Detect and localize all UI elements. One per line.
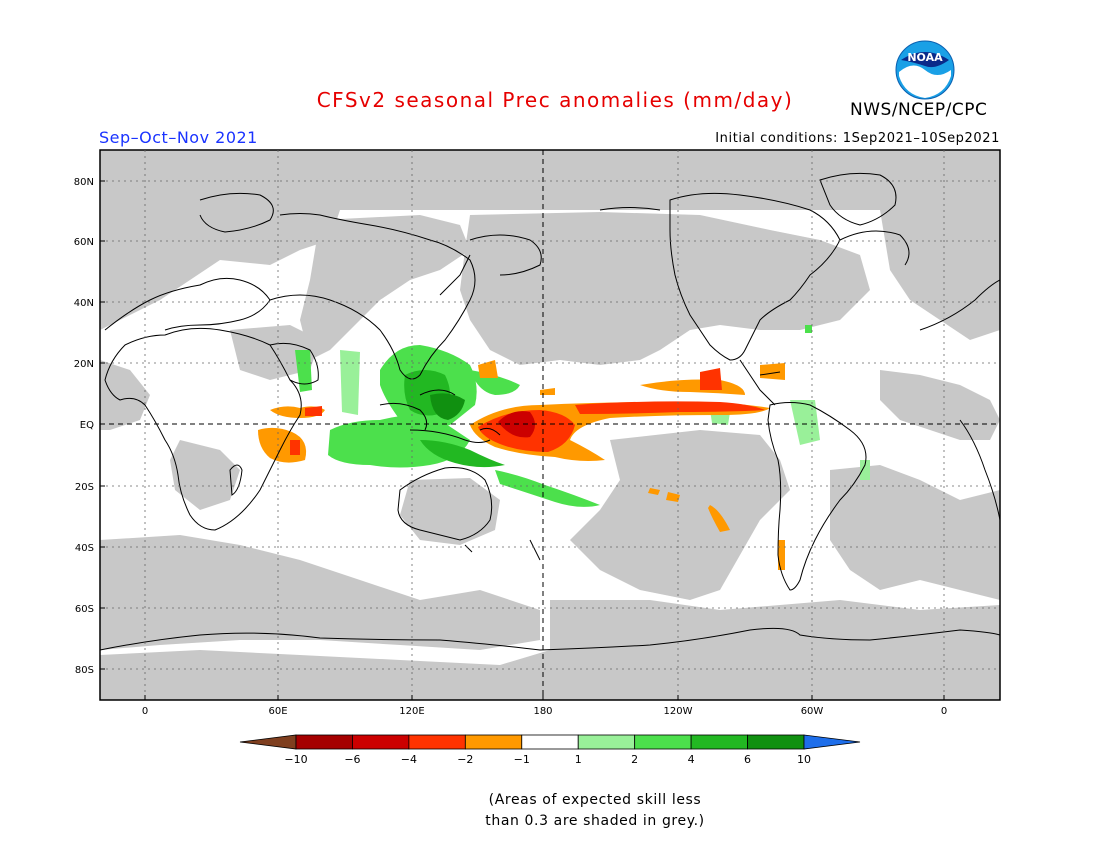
colorbar-tick-label: 4 — [688, 753, 695, 766]
colorbar-swatch — [521, 734, 579, 750]
lon-label: 60E — [268, 706, 287, 717]
colorbar-swatch — [295, 734, 353, 750]
colorbar — [239, 734, 861, 750]
lat-label: 60S — [75, 604, 94, 615]
latitude-labels: 80N 60N 40N 20N EQ 20S 40S 60S 80S — [74, 177, 105, 676]
colorbar-tick-label: −10 — [284, 753, 307, 766]
lat-label: EQ — [80, 420, 94, 431]
colorbar-tick-label: −4 — [401, 753, 417, 766]
agency-label: NWS/NCEP/CPC — [850, 100, 988, 120]
colorbar-tick-label: 10 — [797, 753, 811, 766]
lat-label: 20N — [74, 359, 94, 370]
colorbar-tick-label: −2 — [457, 753, 473, 766]
noaa-logo-text: NOAA — [907, 51, 943, 64]
lat-label: 80N — [74, 177, 94, 188]
colorbar-swatch — [747, 734, 805, 750]
colorbar-tick-label: 1 — [575, 753, 582, 766]
colorbar-swatch — [408, 734, 466, 750]
colorbar-tick-labels: −10 −6 −4 −2 −1 1 2 4 6 10 — [284, 753, 811, 766]
footnote-line-1: (Areas of expected skill less — [488, 792, 702, 808]
colorbar-tick-label: 2 — [631, 753, 638, 766]
lon-label: 180 — [533, 706, 552, 717]
map-title: CFSv2 seasonal Prec anomalies (mm/day) — [316, 88, 794, 112]
season-label: Sep–Oct–Nov 2021 — [99, 128, 258, 147]
colorbar-min-arrow — [239, 734, 297, 750]
colorbar-tick-label: 6 — [744, 753, 751, 766]
colorbar-tick-label: −1 — [514, 753, 530, 766]
lat-label: 80S — [75, 665, 94, 676]
colorbar-swatch — [577, 734, 636, 750]
lat-label: 20S — [75, 482, 94, 493]
footnote-line-2: than 0.3 are shaded in grey.) — [485, 813, 705, 829]
positive-anomalies — [295, 325, 870, 507]
map-frame — [99, 149, 1001, 701]
lat-label: 40S — [75, 543, 94, 554]
lat-label: 40N — [74, 298, 94, 309]
colorbar-swatch — [352, 734, 410, 750]
colorbar-tick-label: −6 — [344, 753, 360, 766]
lon-label: 0 — [941, 706, 947, 717]
colorbar-swatch — [464, 734, 523, 750]
negative-anomalies — [258, 360, 785, 570]
colorbar-swatch — [690, 734, 748, 750]
longitude-labels: 0 60E 120E 180 120W 60W 0 — [142, 695, 947, 717]
lon-label: 120W — [664, 706, 693, 717]
colorbar-swatch — [634, 734, 692, 750]
colorbar-max-arrow — [803, 734, 861, 750]
skill-footnote: (Areas of expected skill less than 0.3 a… — [0, 790, 1100, 832]
lon-label: 60W — [801, 706, 824, 717]
graticule — [100, 150, 1000, 700]
lon-label: 0 — [142, 706, 148, 717]
lon-label: 120E — [399, 706, 424, 717]
lat-label: 60N — [74, 237, 94, 248]
initial-conditions: Initial conditions: 1Sep2021–10Sep2021 — [715, 131, 1000, 146]
noaa-logo: NOAA — [895, 40, 955, 100]
